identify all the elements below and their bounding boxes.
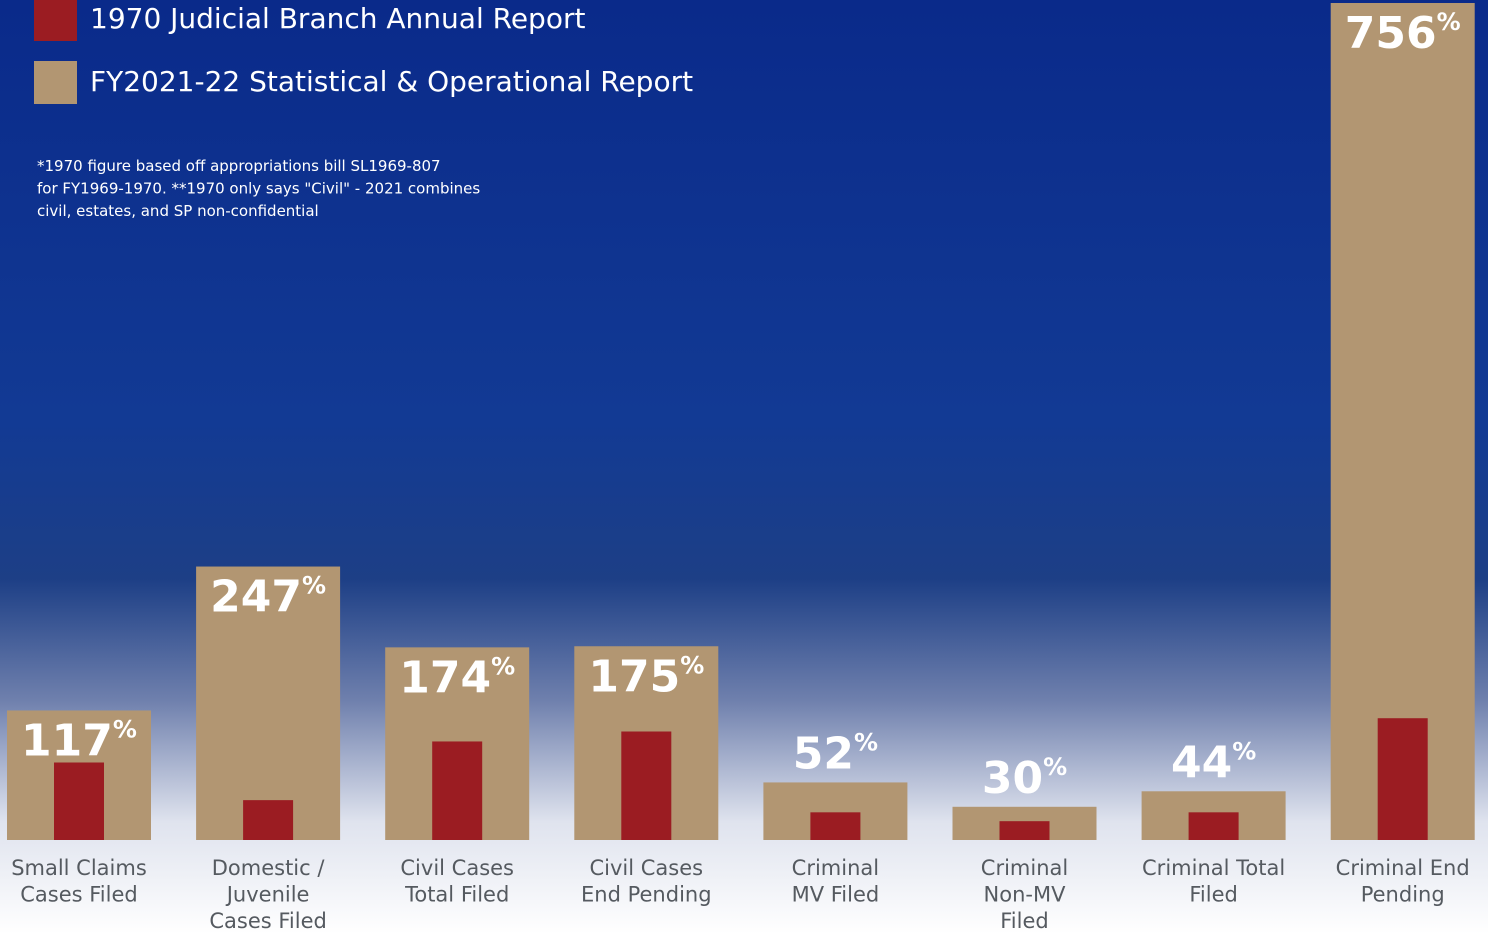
value-number: 117 <box>21 715 113 766</box>
value-number: 247 <box>210 572 302 623</box>
x-tick-line: Pending <box>1361 883 1445 907</box>
x-tick-label: Civil Cases Total Filed <box>400 856 514 907</box>
bar <box>1377 718 1428 840</box>
value-unit: % <box>680 651 704 679</box>
x-tick-line: End Pending <box>581 883 712 907</box>
legend-swatch <box>34 61 77 104</box>
value-label: 247% <box>210 572 326 623</box>
value-number: 52 <box>793 728 854 779</box>
value-unit: % <box>113 715 137 743</box>
value-unit: % <box>1437 8 1461 36</box>
x-tick-line: Cases Filed <box>209 909 326 933</box>
x-tick-line: Criminal Total <box>1142 856 1285 880</box>
x-tick-line: Criminal <box>981 856 1068 880</box>
bar <box>54 762 104 840</box>
x-tick-label: Civil Cases End Pending <box>581 856 712 907</box>
footnote: civil, estates, and SP non-confidential <box>37 202 319 220</box>
value-label: 175% <box>588 651 704 702</box>
x-tick-line: Criminal End <box>1336 856 1470 880</box>
footnote: *1970 figure based off appropriations bi… <box>37 157 441 175</box>
x-tick-label: Domestic / Juvenile Cases Filed <box>209 856 326 933</box>
value-unit: % <box>1232 737 1256 765</box>
x-tick-label: Criminal Total Filed <box>1142 856 1285 907</box>
legend-label: 1970 Judicial Branch Annual Report <box>90 2 585 35</box>
value-label: 174% <box>399 652 515 703</box>
bar <box>1188 812 1239 840</box>
value-number: 30 <box>982 753 1043 804</box>
value-label: 52% <box>793 728 878 779</box>
x-tick-line: Domestic / <box>212 856 326 880</box>
x-tick-label: Criminal MV Filed <box>792 856 880 907</box>
x-tick-line: Cases Filed <box>20 883 137 907</box>
x-tick-line: Civil Cases <box>400 856 514 880</box>
x-tick-line: Juvenile <box>225 883 310 907</box>
x-tick-line: Criminal <box>792 856 879 880</box>
bar <box>621 731 672 840</box>
value-number: 756 <box>1345 8 1437 59</box>
x-tick-line: Filed <box>1189 883 1237 907</box>
bar <box>196 566 341 840</box>
x-tick-line: Civil Cases <box>589 856 703 880</box>
value-number: 174 <box>399 652 491 703</box>
x-tick-line: Total Filed <box>404 883 509 907</box>
bar <box>243 800 294 840</box>
x-tick-line: Filed <box>1000 909 1048 933</box>
bar <box>432 741 483 840</box>
legend-swatch <box>34 0 77 41</box>
x-tick-label: Criminal Non-MV Filed <box>981 856 1068 933</box>
value-label: 30% <box>982 753 1067 804</box>
x-tick-label: Small Claims Cases Filed <box>11 856 147 907</box>
x-tick-line: MV Filed <box>792 883 880 907</box>
value-label: 117% <box>21 715 137 766</box>
x-tick-line: Non-MV <box>984 883 1067 907</box>
value-number: 44 <box>1171 737 1232 788</box>
value-unit: % <box>854 728 878 756</box>
bar <box>1330 3 1475 840</box>
value-unit: % <box>491 652 515 680</box>
value-number: 175 <box>588 651 680 702</box>
value-label: 44% <box>1171 737 1256 788</box>
value-label: 756% <box>1345 8 1461 59</box>
bar <box>810 812 861 840</box>
value-unit: % <box>302 572 326 600</box>
x-tick-label: Criminal End Pending <box>1336 856 1470 907</box>
footnote: for FY1969-1970. **1970 only says "Civil… <box>37 180 480 198</box>
x-tick-line: Small Claims <box>11 856 147 880</box>
legend-label: FY2021-22 Statistical & Operational Repo… <box>90 65 693 98</box>
value-unit: % <box>1043 753 1067 781</box>
bar <box>999 821 1050 840</box>
